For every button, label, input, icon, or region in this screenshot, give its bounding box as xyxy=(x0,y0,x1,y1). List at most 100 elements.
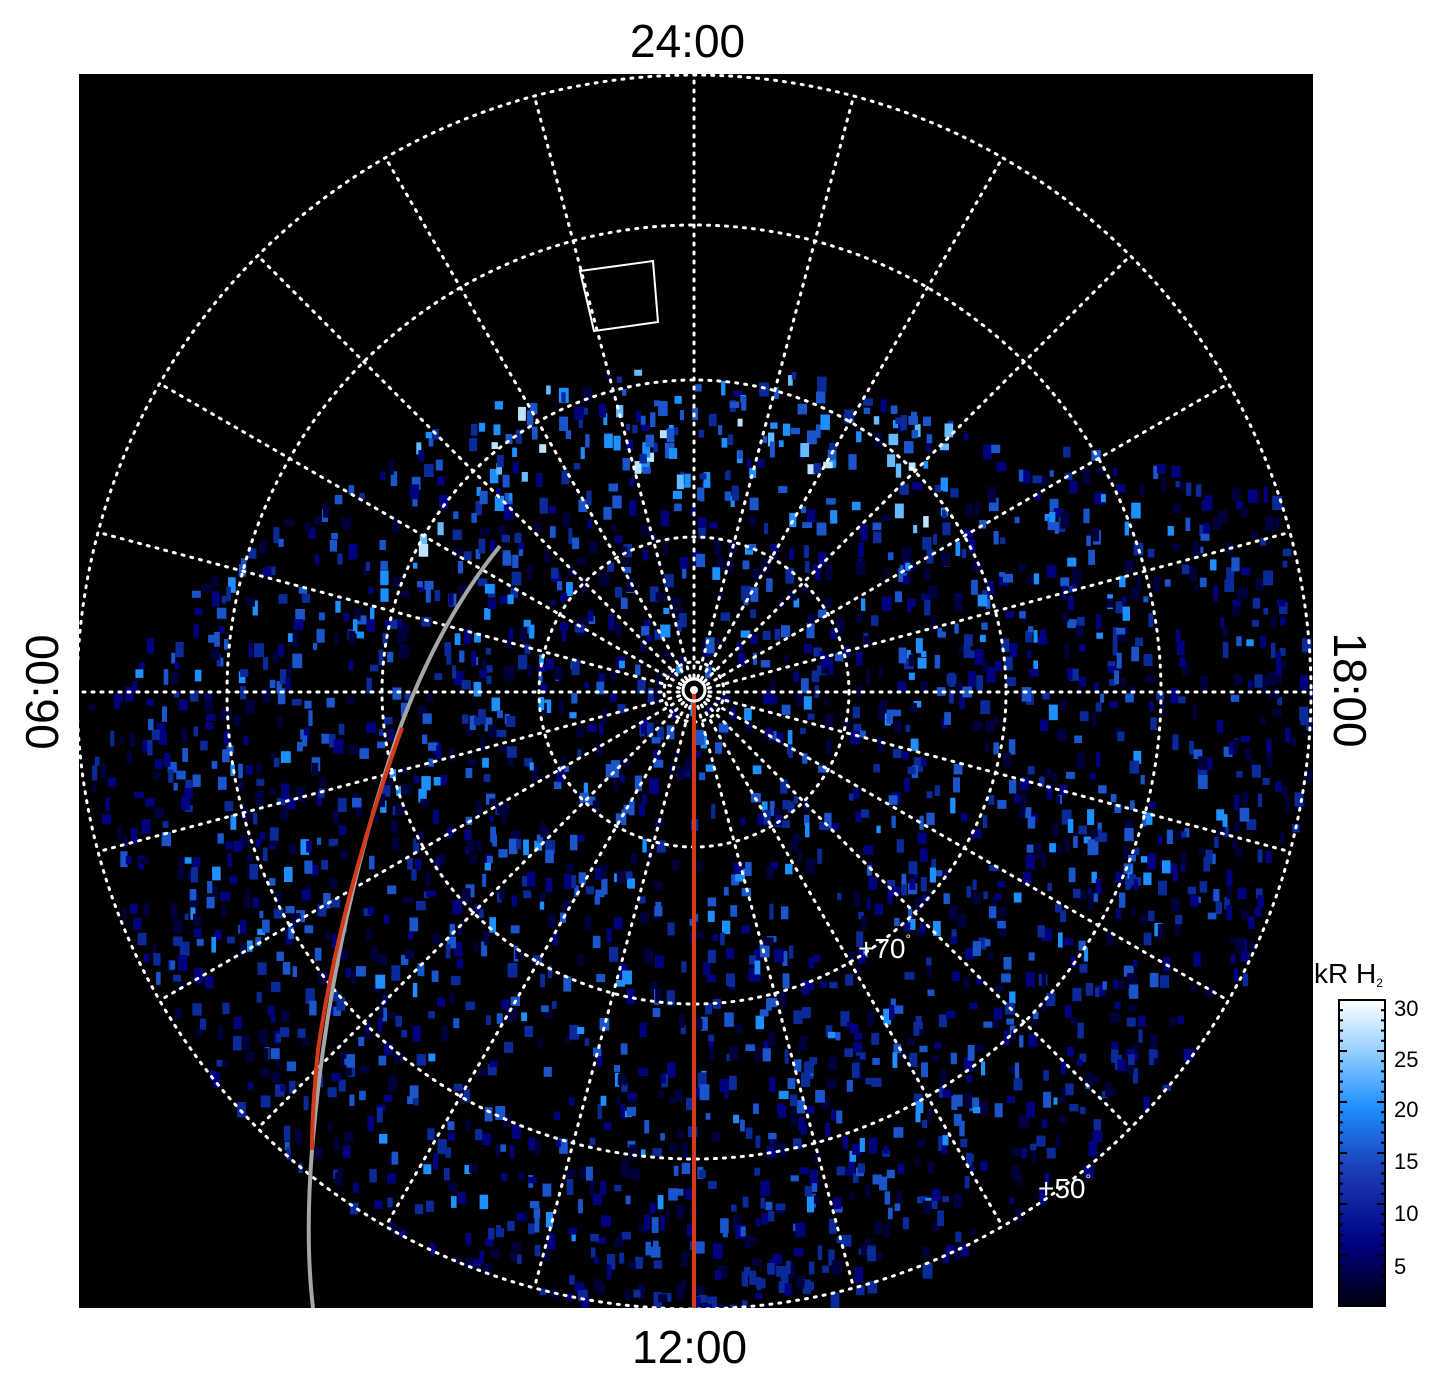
emission-pixel xyxy=(486,855,493,864)
emission-pixel xyxy=(359,1090,366,1101)
emission-pixel xyxy=(287,662,292,676)
emission-pixel xyxy=(548,965,553,979)
emission-pixel xyxy=(449,991,455,1004)
emission-pixel xyxy=(1129,874,1136,886)
emission-pixel xyxy=(484,1107,493,1122)
emission-pixel xyxy=(937,627,943,638)
emission-pixel xyxy=(275,1055,280,1069)
emission-pixel xyxy=(272,651,279,664)
emission-pixel xyxy=(366,619,375,632)
emission-pixel xyxy=(1250,760,1256,769)
emission-pixel xyxy=(1079,711,1089,722)
emission-pixel xyxy=(979,634,986,643)
emission-pixel xyxy=(382,994,387,1005)
emission-pixel xyxy=(917,832,927,845)
emission-pixel xyxy=(901,751,909,760)
emission-pixel xyxy=(171,672,179,685)
emission-pixel xyxy=(211,649,220,660)
emission-pixel xyxy=(362,566,367,577)
emission-pixel xyxy=(511,571,522,586)
emission-pixel xyxy=(676,766,685,781)
emission-pixel xyxy=(926,439,931,452)
emission-pixel xyxy=(992,896,998,906)
emission-pixel xyxy=(667,1062,676,1078)
emission-pixel xyxy=(714,697,723,705)
emission-pixel xyxy=(872,522,882,530)
emission-pixel xyxy=(534,522,542,533)
emission-pixel xyxy=(1083,836,1092,844)
emission-pixel xyxy=(914,1157,920,1167)
emission-pixel xyxy=(1192,541,1198,556)
emission-pixel xyxy=(485,1237,494,1247)
emission-pixel xyxy=(993,531,999,545)
emission-pixel xyxy=(471,651,477,667)
emission-pixel xyxy=(1234,795,1240,811)
emission-pixel xyxy=(271,751,276,758)
emission-pixel xyxy=(327,1122,333,1130)
emission-pixel xyxy=(744,1266,751,1276)
emission-pixel xyxy=(502,554,512,566)
emission-pixel xyxy=(352,797,362,808)
emission-pixel xyxy=(625,1195,631,1205)
emission-pixel xyxy=(774,628,781,641)
emission-pixel xyxy=(497,710,503,718)
emission-pixel xyxy=(854,891,861,907)
emission-pixel xyxy=(416,442,422,455)
emission-pixel xyxy=(495,1143,500,1158)
emission-pixel xyxy=(1028,626,1034,633)
emission-pixel xyxy=(778,1090,789,1099)
emission-pixel xyxy=(603,1122,612,1130)
emission-pixel xyxy=(295,609,305,621)
emission-pixel xyxy=(919,1029,924,1037)
emission-pixel xyxy=(975,1044,985,1053)
emission-pixel xyxy=(644,1119,650,1134)
emission-pixel xyxy=(867,1010,875,1026)
emission-pixel xyxy=(920,924,926,933)
emission-pixel xyxy=(1171,543,1180,551)
emission-pixel xyxy=(1093,893,1098,902)
emission-pixel xyxy=(370,607,375,621)
emission-pixel xyxy=(523,619,531,629)
emission-pixel xyxy=(806,1106,815,1114)
emission-pixel xyxy=(300,729,307,740)
emission-pixel xyxy=(1223,746,1233,757)
emission-pixel xyxy=(194,669,202,682)
emission-pixel xyxy=(416,1054,426,1066)
emission-pixel xyxy=(496,463,502,475)
emission-pixel xyxy=(291,699,302,706)
emission-pixel xyxy=(912,482,923,491)
emission-pixel xyxy=(1047,882,1053,892)
emission-pixel xyxy=(604,433,613,449)
emission-pixel xyxy=(288,926,294,940)
emission-pixel xyxy=(922,1200,932,1214)
emission-pixel xyxy=(760,660,771,668)
emission-pixel xyxy=(898,1049,907,1060)
emission-pixel xyxy=(200,740,208,751)
emission-pixel xyxy=(1009,1197,1014,1204)
emission-pixel xyxy=(926,434,933,444)
emission-pixel xyxy=(873,764,880,773)
emission-pixel xyxy=(681,1162,691,1174)
emission-pixel xyxy=(1162,477,1167,493)
emission-pixel xyxy=(193,913,201,927)
emission-pixel xyxy=(817,848,822,864)
emission-pixel xyxy=(855,811,862,822)
emission-pixel xyxy=(767,1262,775,1275)
emission-pixel xyxy=(392,576,403,587)
emission-pixel xyxy=(380,570,389,586)
emission-pixel xyxy=(478,1257,484,1265)
emission-pixel xyxy=(720,612,730,621)
emission-pixel xyxy=(1042,928,1052,941)
emission-pixel xyxy=(163,669,169,685)
emission-pixel xyxy=(735,1224,746,1239)
emission-pixel xyxy=(313,643,318,650)
emission-pixel xyxy=(1184,828,1190,838)
emission-pixel xyxy=(913,525,918,534)
emission-pixel xyxy=(796,1280,805,1289)
emission-pixel xyxy=(536,473,543,487)
emission-pixel xyxy=(391,1151,399,1165)
emission-pixel xyxy=(640,415,646,428)
emission-pixel xyxy=(635,664,641,676)
emission-pixel xyxy=(724,1087,729,1099)
emission-pixel xyxy=(1083,508,1090,524)
